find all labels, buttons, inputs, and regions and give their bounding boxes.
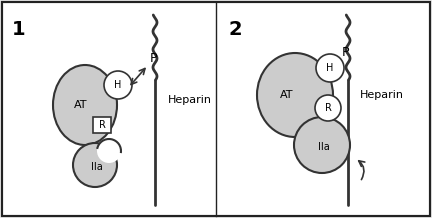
Ellipse shape [257, 53, 333, 137]
Text: R: R [98, 120, 105, 130]
Text: 1: 1 [12, 20, 25, 39]
Circle shape [316, 54, 344, 82]
Ellipse shape [53, 65, 117, 145]
Text: Heparin: Heparin [360, 90, 404, 100]
Text: IIa: IIa [318, 142, 330, 152]
Circle shape [97, 139, 121, 163]
Text: 2: 2 [228, 20, 241, 39]
Text: Heparin: Heparin [168, 95, 212, 105]
Text: IIa: IIa [91, 162, 103, 172]
Circle shape [73, 143, 117, 187]
Text: AT: AT [74, 100, 88, 110]
Text: R: R [324, 103, 331, 113]
Circle shape [294, 117, 350, 173]
Circle shape [315, 95, 341, 121]
Text: AT: AT [280, 90, 294, 100]
Text: P: P [342, 46, 349, 58]
Text: H: H [114, 80, 122, 90]
Circle shape [104, 71, 132, 99]
Bar [93, 117, 111, 133]
Text: H: H [326, 63, 334, 73]
Text: P: P [150, 51, 158, 65]
